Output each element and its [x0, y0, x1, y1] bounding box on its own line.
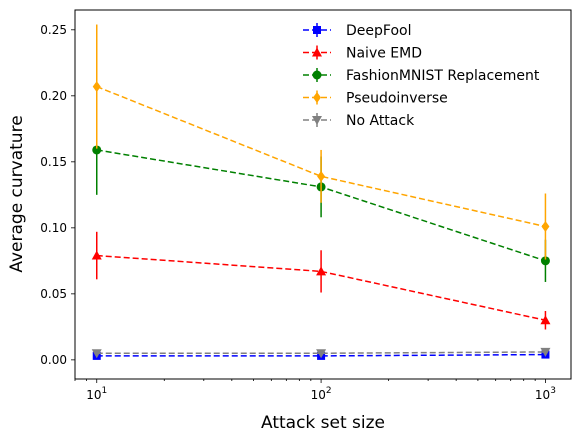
series-pseudoinverse — [92, 24, 550, 260]
y-axis: 0.00 0.05 0.10 0.15 0.20 0.25 — [40, 23, 75, 367]
y-tick-label: 0.10 — [40, 221, 67, 235]
series-line — [96, 254, 546, 321]
legend-item: FashionMNIST Replacement — [303, 68, 540, 84]
legend-item: No Attack — [303, 113, 415, 129]
plot-frame — [74, 9, 572, 380]
legend-marker — [312, 116, 322, 125]
y-tick-label: 0.05 — [40, 287, 67, 301]
data-point — [92, 81, 101, 93]
legend-label: DeepFool — [346, 23, 411, 39]
legend-label: Naive EMD — [346, 46, 422, 62]
legend-label: No Attack — [346, 113, 415, 129]
legend-item: Naive EMD — [303, 45, 422, 62]
series-line — [96, 351, 546, 355]
data-point — [541, 221, 550, 233]
data-point — [316, 349, 327, 359]
x-tick-label: 103 — [535, 386, 556, 402]
data-point — [540, 256, 550, 266]
series-no-attack — [91, 347, 551, 359]
data-point — [540, 315, 551, 325]
legend-item: DeepFool — [303, 23, 411, 39]
x-tick-label: 102 — [311, 386, 332, 402]
x-axis: 101 102 103 — [74, 379, 556, 402]
y-tick-label: 0.15 — [40, 155, 67, 169]
legend-label: Pseudoinverse — [346, 91, 448, 107]
data-point — [91, 349, 102, 359]
data-point — [91, 250, 102, 260]
plot-area — [74, 9, 572, 380]
y-axis-label: Average curvature — [7, 115, 27, 272]
legend-item: Pseudoinverse — [303, 90, 448, 107]
series-layer — [91, 24, 551, 360]
series-naive-emd — [91, 231, 551, 330]
data-point — [92, 145, 102, 155]
y-tick-label: 0.25 — [40, 23, 67, 37]
legend-marker — [313, 26, 321, 34]
legend: DeepFool Naive EMD FashionMNIST Replacemen… — [303, 23, 540, 129]
x-axis-label: Attack set size — [261, 413, 385, 433]
y-tick-label: 0.20 — [40, 89, 67, 103]
series-line — [96, 353, 546, 357]
legend-label: FashionMNIST Replacement — [346, 68, 540, 84]
legend-marker — [312, 47, 322, 57]
legend-marker — [313, 92, 321, 103]
data-point — [317, 170, 326, 182]
x-tick-label: 101 — [86, 386, 107, 402]
data-point — [316, 266, 327, 276]
y-tick-label: 0.00 — [40, 353, 67, 367]
data-point — [540, 347, 551, 357]
legend-marker — [312, 70, 322, 80]
